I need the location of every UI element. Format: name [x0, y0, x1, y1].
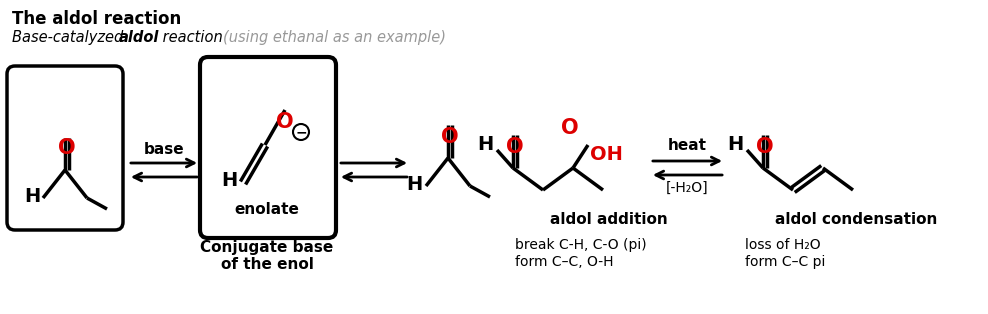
Text: H: H: [727, 136, 743, 154]
Text: −: −: [295, 125, 307, 139]
Text: break C-H, C-O (pi): break C-H, C-O (pi): [515, 238, 646, 252]
Text: [-H₂O]: [-H₂O]: [666, 181, 708, 195]
Text: loss of H₂O: loss of H₂O: [745, 238, 821, 252]
Text: O: O: [561, 118, 579, 138]
Text: reaction: reaction: [158, 30, 227, 45]
Text: O: O: [277, 112, 293, 132]
FancyBboxPatch shape: [7, 66, 123, 230]
Text: aldol addition: aldol addition: [550, 213, 668, 228]
Text: Base-catalyzed: Base-catalyzed: [12, 30, 127, 45]
Text: heat: heat: [668, 138, 707, 154]
Text: form C–C, O-H: form C–C, O-H: [515, 255, 614, 269]
Text: aldol: aldol: [119, 30, 159, 45]
Text: Conjugate base
of the enol: Conjugate base of the enol: [201, 240, 334, 273]
Text: O: O: [756, 137, 774, 157]
Text: aldol condensation: aldol condensation: [775, 213, 938, 228]
FancyBboxPatch shape: [200, 57, 336, 238]
Text: O: O: [58, 138, 76, 158]
Text: The aldol reaction: The aldol reaction: [12, 10, 181, 28]
Text: H: H: [477, 136, 493, 154]
Text: base: base: [143, 143, 185, 158]
Text: enolate: enolate: [234, 203, 299, 218]
Text: OH: OH: [590, 145, 622, 165]
Text: form C–C pi: form C–C pi: [745, 255, 825, 269]
Text: H: H: [406, 175, 422, 193]
Circle shape: [293, 124, 309, 140]
Text: O: O: [506, 137, 524, 157]
Text: O: O: [442, 127, 458, 147]
Text: H: H: [221, 171, 237, 190]
Text: (using ethanal as an example): (using ethanal as an example): [223, 30, 446, 45]
Text: H: H: [24, 187, 41, 205]
